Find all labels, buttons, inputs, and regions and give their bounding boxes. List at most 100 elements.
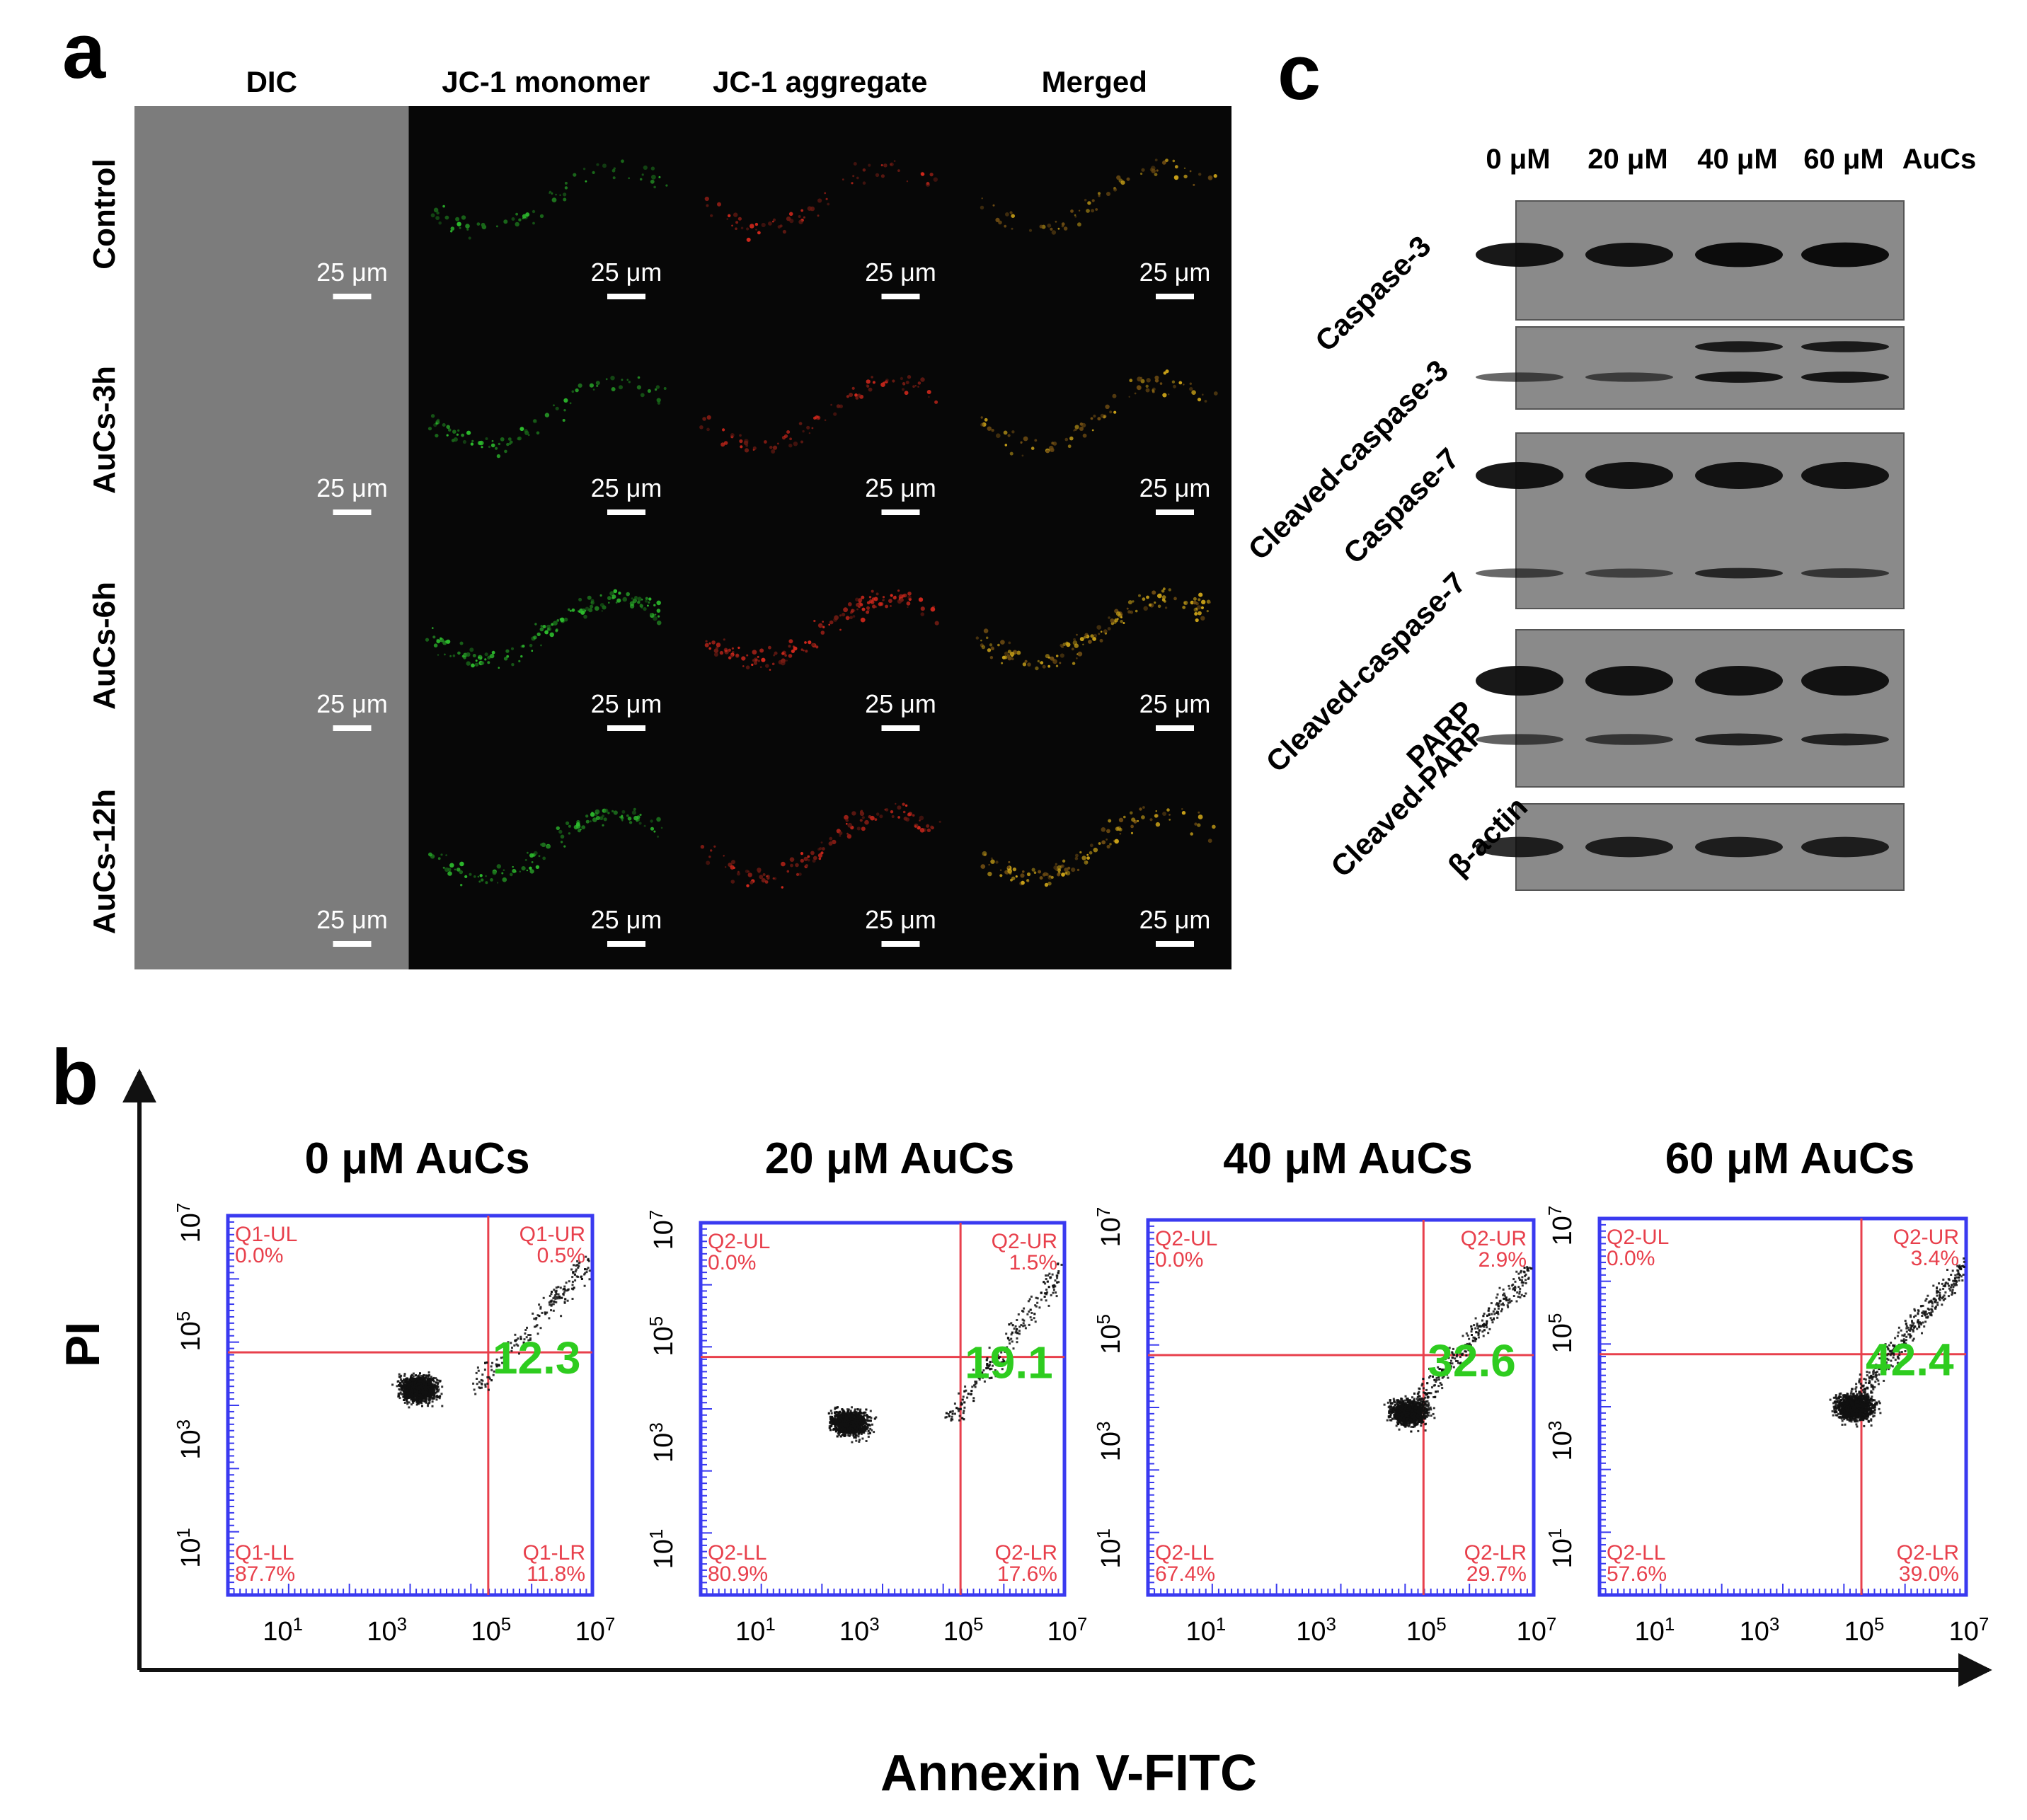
fluorescence-spot [868, 596, 872, 599]
fluorescence-spot [558, 829, 563, 834]
fluorescence-spot [447, 871, 452, 876]
event-dot [497, 1369, 499, 1372]
event-dot [972, 1400, 975, 1403]
event-dot [410, 1383, 413, 1386]
fluorescence-spot [800, 440, 803, 444]
scale-bar-label: 25 μm [865, 473, 936, 502]
event-dot [478, 1386, 481, 1389]
fluorescence-spot [820, 630, 825, 635]
event-dot [428, 1399, 431, 1401]
event-dot [398, 1376, 401, 1378]
fluorescence-spot [1204, 400, 1207, 403]
fluorescence-spot [897, 805, 902, 810]
event-dot [481, 1386, 483, 1389]
event-dot [563, 1285, 566, 1288]
fluorescence-spot [601, 610, 603, 612]
event-dot [1023, 1324, 1026, 1327]
fluorescence-spot [788, 212, 793, 217]
fluorescence-spot [526, 869, 529, 872]
fluorescence-spot [706, 415, 711, 420]
fluorescence-spot [862, 181, 866, 185]
fluorescence-spot [1004, 444, 1008, 447]
event-dot [972, 1397, 975, 1400]
blot-band [1476, 243, 1563, 267]
fluorescence-spot [578, 597, 582, 601]
event-dot [973, 1384, 975, 1387]
fluorescence-spot [1168, 588, 1172, 592]
event-dot [523, 1338, 526, 1341]
fluorescence-spot [1143, 606, 1148, 611]
fluorescence-spot [568, 832, 571, 835]
scale-bar-label: 25 μm [1139, 689, 1211, 718]
fluorescence-spot [713, 652, 718, 657]
fluorescence-spot [1100, 413, 1105, 418]
fluorescence-spot [474, 662, 479, 667]
fluorescence-spot [907, 595, 912, 599]
fluorescence-spot [527, 434, 530, 437]
fluorescence-spot [858, 598, 863, 603]
fluorescence-spot [824, 192, 827, 195]
fluorescence-spot [722, 428, 725, 432]
fluorescence-spot [1106, 844, 1110, 849]
event-dot [986, 1357, 989, 1359]
fluorescence-spot [708, 647, 712, 650]
event-dot [410, 1403, 413, 1406]
fluorescence-spot [506, 442, 510, 447]
event-dot [833, 1422, 836, 1424]
event-dot [408, 1381, 410, 1384]
blot-band [1695, 666, 1783, 696]
event-dot [399, 1381, 401, 1384]
event-dot [415, 1377, 418, 1380]
scale-bar [333, 294, 372, 299]
fluorescence-spot [449, 863, 454, 868]
fluorescence-spot [485, 875, 487, 877]
fluorescence-spot [746, 884, 750, 887]
fluorescence-spot [1148, 603, 1152, 607]
fluorescence-spot [453, 437, 458, 442]
fluorescence-spot [1000, 640, 1005, 645]
event-dot [572, 1272, 575, 1274]
event-dot [1035, 1296, 1038, 1299]
event-dot [430, 1396, 432, 1399]
fluorescence-spot [762, 873, 766, 876]
scale-bar [881, 294, 920, 299]
fluorescence-spot [1142, 597, 1146, 601]
event-dot [1046, 1291, 1049, 1294]
event-dot [405, 1382, 408, 1385]
event-dot [571, 1280, 574, 1283]
fluorescence-spot [503, 869, 505, 871]
fluorescence-spot [839, 614, 842, 617]
event-dot [421, 1388, 424, 1391]
event-dot [963, 1410, 965, 1412]
blot-band [1695, 733, 1783, 746]
fluorescence-spot [815, 645, 819, 649]
event-dot [551, 1291, 553, 1293]
event-dot [476, 1366, 479, 1369]
event-dot [1045, 1274, 1047, 1277]
event-dot [1030, 1312, 1033, 1314]
event-dot [1045, 1278, 1047, 1280]
event-dot [849, 1432, 851, 1435]
fluorescence-spot [757, 655, 759, 658]
fluorescence-spot [442, 866, 445, 869]
event-dot [558, 1297, 561, 1300]
quadrant-value: 11.8% [527, 1562, 585, 1586]
event-dot [567, 1289, 569, 1291]
fluorescence-spot [450, 226, 455, 231]
lane-label: 20 μM [1587, 144, 1667, 175]
fluorescence-spot [639, 813, 642, 817]
fluorescence-spot [1081, 856, 1086, 860]
fluorescence-spot [1154, 814, 1158, 818]
fluorescence-spot [1134, 392, 1137, 395]
fluorescence-spot [585, 180, 587, 183]
fluorescence-spot [590, 812, 595, 817]
fluorescence-spot [866, 379, 871, 384]
fluorescence-spot [897, 816, 900, 819]
fluorescence-spot [828, 841, 833, 846]
event-dot [415, 1395, 417, 1398]
event-dot [425, 1381, 428, 1383]
fluorescence-spot [1067, 444, 1072, 449]
fluorescence-spot [746, 237, 751, 242]
fluorescence-spot [723, 855, 725, 857]
fluorescence-spot [904, 391, 909, 396]
